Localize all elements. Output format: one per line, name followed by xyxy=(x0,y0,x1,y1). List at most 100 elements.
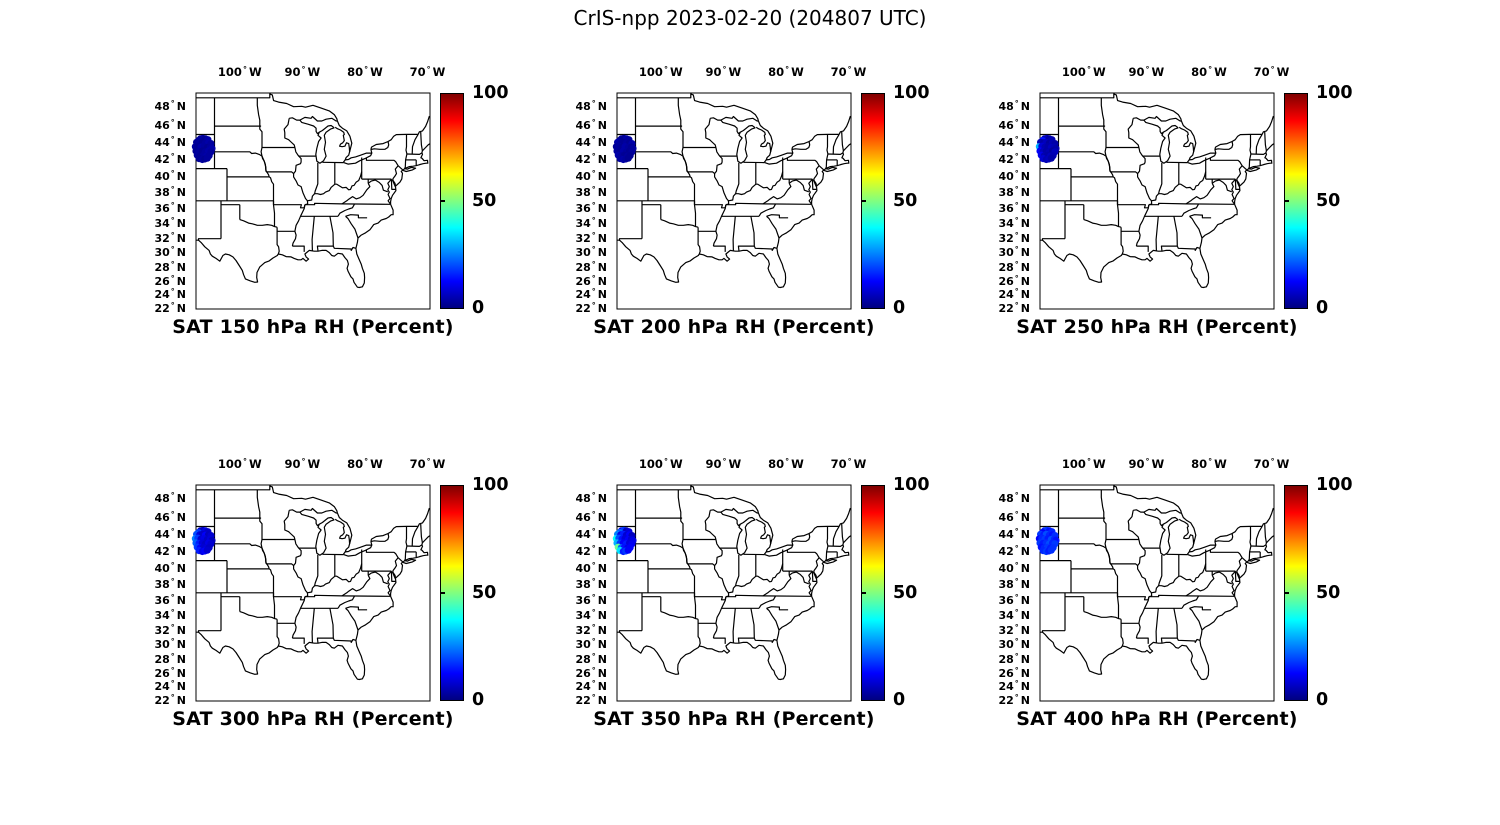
subplot-title: SAT 200 hPa RH (Percent) xyxy=(593,316,875,338)
colorbar-tick-label: 0 xyxy=(1316,690,1329,710)
colorbar-tick-label: 100 xyxy=(472,83,509,103)
lat-tick-label: 42° N xyxy=(998,152,1030,167)
lat-tick-label: 44° N xyxy=(154,135,186,150)
lat-tick-label: 36° N xyxy=(998,592,1030,607)
colorbar-tick-label: 100 xyxy=(1316,475,1353,495)
lat-tick-label: 40° N xyxy=(154,560,186,575)
subplot-sat-300-hpa-rh: 100° W 90° W 80° W 70° W 48° N 46° N 44° N 42° N 40° N 38… xyxy=(130,443,522,745)
lon-tick-label: 100° W xyxy=(1061,457,1106,471)
colorbar-tick-label: 50 xyxy=(893,583,918,603)
lat-tick-label: 28° N xyxy=(575,651,607,666)
map-basemap xyxy=(191,92,431,310)
lat-tick-label: 48° N xyxy=(575,99,607,114)
lon-tick-label: 100° W xyxy=(217,457,262,471)
subplot-sat-150-hpa-rh: 100° W 90° W 80° W 70° W 48° N 46° N 44° N 42° N 40° N 38… xyxy=(130,51,522,353)
state-outlines xyxy=(196,93,430,289)
subplot-sat-200-hpa-rh: 100° W 90° W 80° W 70° W 48° N 46° N 44° N 42° N 40° N 38… xyxy=(551,51,943,353)
lat-tick-label: 28° N xyxy=(998,259,1030,274)
lat-tick-label: 46° N xyxy=(154,117,186,132)
lat-tick-label: 46° N xyxy=(575,509,607,524)
lat-tick-label: 26° N xyxy=(575,273,607,288)
lat-tick-label: 40° N xyxy=(575,560,607,575)
rh-scatter xyxy=(191,526,216,556)
lon-tick-label: 80° W xyxy=(1191,65,1227,79)
rh-scatter xyxy=(1035,134,1060,164)
figure-title: CrIS-npp 2023-02-20 (204807 UTC) xyxy=(573,6,927,30)
colorbar-tick-label: 100 xyxy=(893,83,930,103)
lat-tick-label: 46° N xyxy=(575,117,607,132)
lat-tick-label: 40° N xyxy=(154,168,186,183)
lat-tick-label: 46° N xyxy=(998,117,1030,132)
map-frame xyxy=(1039,484,1275,702)
state-outlines xyxy=(1040,485,1274,681)
colorbar-tick-label: 100 xyxy=(1316,83,1353,103)
lat-tick-label: 38° N xyxy=(154,184,186,199)
lat-tick-label: 30° N xyxy=(575,637,607,652)
lat-tick-label: 48° N xyxy=(154,491,186,506)
lon-tick-label: 80° W xyxy=(1191,457,1227,471)
subplot-title: SAT 250 hPa RH (Percent) xyxy=(1016,316,1298,338)
lat-tick-label: 40° N xyxy=(575,168,607,183)
lat-tick-label: 48° N xyxy=(575,491,607,506)
lat-tick-label: 38° N xyxy=(575,576,607,591)
lat-tick-label: 26° N xyxy=(154,273,186,288)
colorbar-tick-label: 50 xyxy=(472,583,497,603)
colorbar-mid-tick xyxy=(861,592,866,594)
lon-tick-label: 70° W xyxy=(409,457,446,471)
lat-tick-label: 38° N xyxy=(998,576,1030,591)
map-basemap xyxy=(1035,484,1275,702)
lat-tick-label: 36° N xyxy=(154,592,186,607)
lon-tick-label: 70° W xyxy=(830,65,867,79)
subplot-title: SAT 400 hPa RH (Percent) xyxy=(1016,708,1298,730)
colorbar-mid-tick xyxy=(1284,592,1289,594)
map-frame xyxy=(616,92,852,310)
lon-tick-label: 80° W xyxy=(347,457,383,471)
map-basemap xyxy=(612,92,852,310)
lat-tick-label: 24° N xyxy=(154,287,186,302)
lon-tick-label: 90° W xyxy=(705,65,742,79)
lat-tick-label: 44° N xyxy=(998,527,1030,542)
lon-tick-label: 90° W xyxy=(1128,457,1165,471)
lat-tick-label: 24° N xyxy=(154,679,186,694)
lat-tick-label: 28° N xyxy=(154,259,186,274)
subplot-title: SAT 350 hPa RH (Percent) xyxy=(593,708,875,730)
subplot-title: SAT 300 hPa RH (Percent) xyxy=(172,708,454,730)
lat-tick-label: 36° N xyxy=(998,200,1030,215)
lat-tick-label: 48° N xyxy=(154,99,186,114)
lat-tick-label: 28° N xyxy=(154,651,186,666)
state-outlines xyxy=(617,485,851,681)
lat-tick-label: 36° N xyxy=(575,592,607,607)
lat-tick-label: 42° N xyxy=(998,544,1030,559)
lon-tick-label: 90° W xyxy=(284,65,321,79)
lon-tick-label: 90° W xyxy=(705,457,742,471)
lat-tick-label: 30° N xyxy=(154,637,186,652)
subplot-sat-250-hpa-rh: 100° W 90° W 80° W 70° W 48° N 46° N 44° N 42° N 40° N 38… xyxy=(974,51,1366,353)
lat-tick-label: 42° N xyxy=(575,544,607,559)
lon-tick-label: 90° W xyxy=(1128,65,1165,79)
map-basemap xyxy=(1035,92,1275,310)
lat-tick-label: 40° N xyxy=(998,560,1030,575)
lon-tick-label: 80° W xyxy=(768,65,804,79)
lat-tick-label: 26° N xyxy=(998,273,1030,288)
lat-tick-label: 32° N xyxy=(154,230,186,245)
lat-tick-label: 44° N xyxy=(998,135,1030,150)
lat-tick-label: 44° N xyxy=(575,527,607,542)
lat-tick-label: 36° N xyxy=(575,200,607,215)
lon-tick-label: 90° W xyxy=(284,457,321,471)
lat-tick-label: 46° N xyxy=(154,509,186,524)
rh-scatter xyxy=(612,134,637,164)
lat-tick-label: 28° N xyxy=(998,651,1030,666)
state-outlines xyxy=(617,93,851,289)
colorbar-mid-tick xyxy=(1284,200,1289,202)
lat-tick-label: 22° N xyxy=(154,693,186,707)
map-basemap xyxy=(612,484,852,702)
lon-tick-label: 100° W xyxy=(638,65,683,79)
map-frame xyxy=(195,92,431,310)
lat-tick-label: 34° N xyxy=(575,215,607,230)
lon-tick-label: 80° W xyxy=(768,457,804,471)
lon-tick-label: 70° W xyxy=(830,457,867,471)
subplot-title: SAT 150 hPa RH (Percent) xyxy=(172,316,454,338)
lat-tick-label: 46° N xyxy=(998,509,1030,524)
lat-tick-label: 44° N xyxy=(575,135,607,150)
